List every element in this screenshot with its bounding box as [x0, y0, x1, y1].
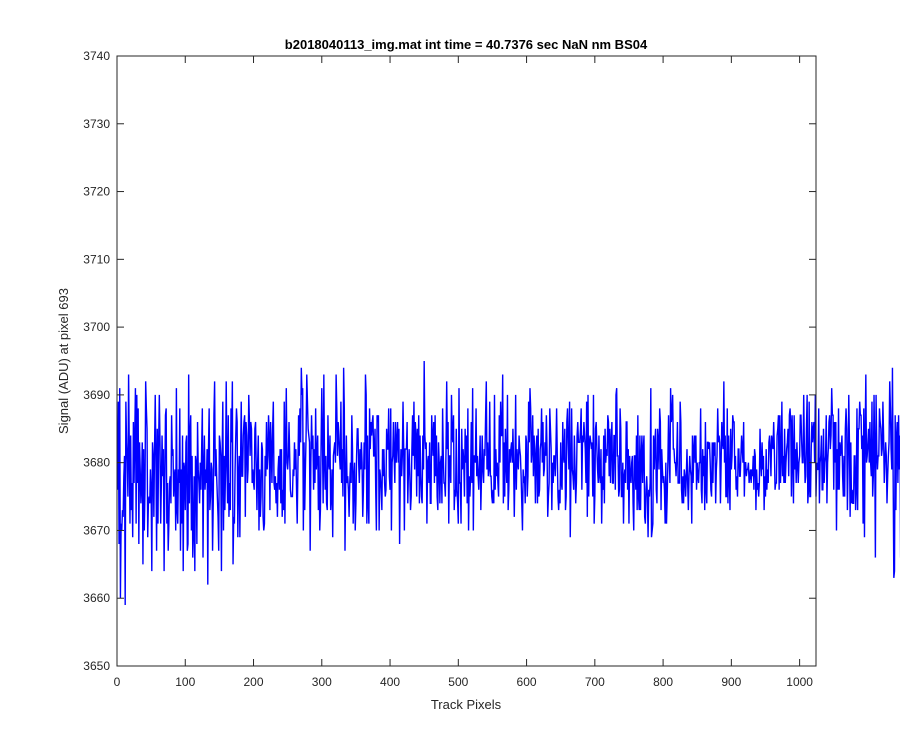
- y-tick-label: 3720: [83, 185, 110, 199]
- x-tick-label: 700: [585, 675, 605, 689]
- y-tick-label: 3680: [83, 456, 110, 470]
- series-line-1: [116, 360, 900, 606]
- plot-background: [117, 56, 816, 666]
- y-axis: 3650 3660 3670 3680 3690 3700 3710 3720 3730 3740: [83, 49, 816, 673]
- y-tick-label: 3740: [83, 49, 110, 63]
- x-tick-label: 500: [448, 675, 468, 689]
- x-tick-label: 100: [175, 675, 195, 689]
- x-tick-label: 400: [380, 675, 400, 689]
- x-axis: 0 100 200 300 400 500 600 700 800 900 1000: [114, 56, 813, 689]
- x-tick-label: 1000: [786, 675, 813, 689]
- chart-title: b2018040113_img.mat int time = 40.7376 s…: [285, 37, 648, 52]
- x-tick-label: 600: [517, 675, 537, 689]
- y-tick-label: 3660: [83, 591, 110, 605]
- x-tick-label: 900: [721, 675, 741, 689]
- y-axis-label: Signal (ADU) at pixel 693: [56, 288, 71, 434]
- y-tick-label: 3690: [83, 388, 110, 402]
- x-tick-label: 800: [653, 675, 673, 689]
- x-tick-label: 300: [312, 675, 332, 689]
- x-axis-label: Track Pixels: [431, 697, 502, 712]
- data-layer: [116, 360, 900, 606]
- y-tick-label: 3710: [83, 252, 110, 266]
- x-tick-label: 200: [244, 675, 264, 689]
- plot-frame: [116, 55, 817, 667]
- y-tick-label: 3700: [83, 320, 110, 334]
- y-tick-label: 3730: [83, 117, 110, 131]
- y-tick-label: 3670: [83, 523, 110, 537]
- x-tick-label: 0: [114, 675, 121, 689]
- y-tick-label: 3650: [83, 659, 110, 673]
